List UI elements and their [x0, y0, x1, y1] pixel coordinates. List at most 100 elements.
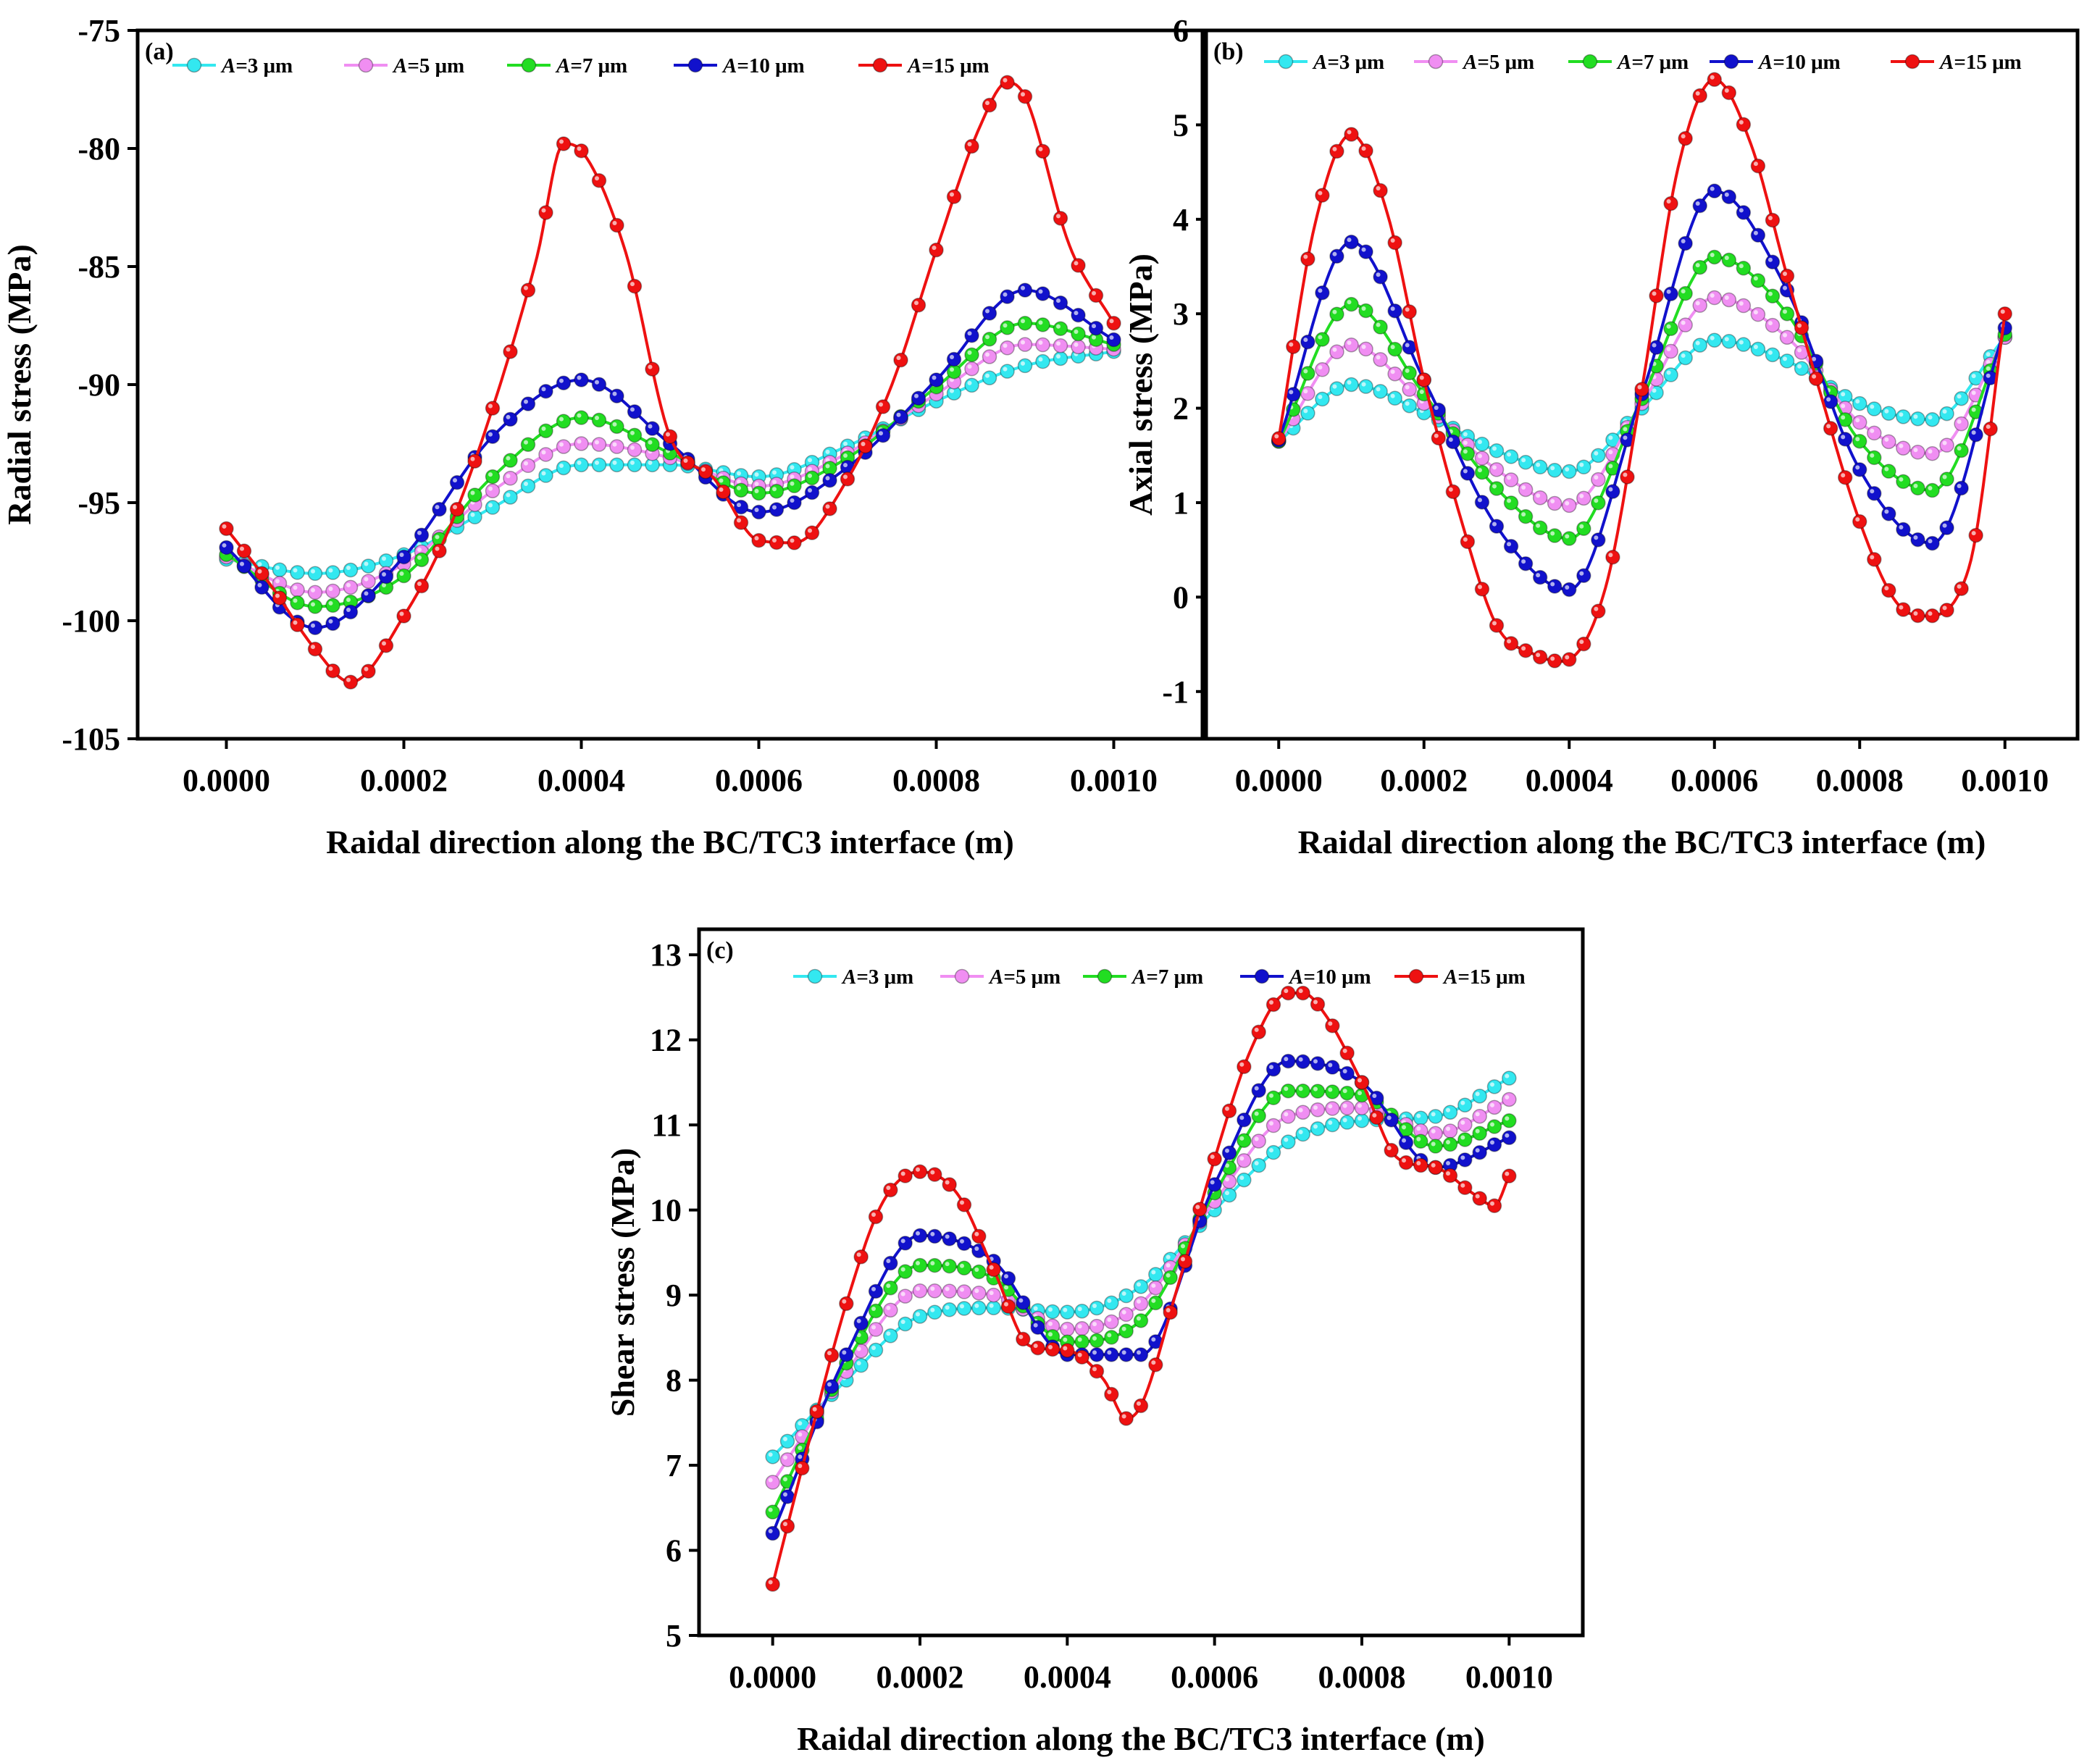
data-point-highlight: [1313, 1086, 1318, 1091]
data-point-highlight: [1056, 298, 1061, 303]
data-point: [853, 1249, 869, 1265]
data-point: [893, 409, 908, 425]
data-point-highlight: [967, 331, 972, 336]
data-point-highlight: [1855, 399, 1860, 404]
legend-label: A=10 μm: [721, 54, 805, 77]
data-point: [1939, 406, 1954, 422]
data-point-highlight: [967, 380, 972, 385]
data-point-highlight: [1475, 1194, 1480, 1199]
data-point-highlight: [524, 440, 528, 445]
legend-label-value: =3 μm: [235, 54, 293, 77]
data-point-highlight: [1870, 555, 1875, 560]
data-point: [520, 282, 536, 298]
data-point: [853, 1315, 869, 1331]
data-point: [1133, 1296, 1149, 1312]
data-point: [556, 136, 572, 151]
data-point-highlight: [1107, 1298, 1112, 1303]
data-point: [325, 616, 340, 632]
data-point-highlight: [790, 481, 795, 486]
data-point: [1000, 340, 1015, 356]
data-point: [1939, 603, 1954, 618]
data-point: [503, 453, 518, 468]
data-point: [1118, 1323, 1134, 1338]
data-point-highlight: [1298, 1086, 1303, 1091]
data-point-highlight: [914, 393, 919, 398]
y-tick-label: 4: [1173, 202, 1189, 238]
data-point-highlight: [1913, 535, 1918, 540]
data-point: [1562, 531, 1577, 546]
data-point: [1402, 398, 1417, 414]
data-point: [627, 404, 643, 419]
data-point-highlight: [559, 378, 564, 383]
x-tick-label: 0.0002: [877, 1659, 964, 1695]
data-point: [1472, 1126, 1487, 1141]
data-point: [1017, 337, 1033, 352]
data-point: [1387, 303, 1402, 319]
data-point: [1000, 289, 1015, 304]
data-point-highlight: [541, 471, 546, 476]
data-point-highlight: [1372, 1112, 1377, 1118]
data-point: [1750, 273, 1766, 288]
data-point: [1736, 298, 1752, 314]
data-point-highlight: [843, 463, 848, 468]
data-point-highlight: [1753, 162, 1758, 167]
data-point-highlight: [886, 1185, 891, 1190]
data-point: [1251, 1024, 1266, 1040]
data-point: [982, 332, 997, 347]
legend-marker: [1428, 54, 1444, 70]
data-point-highlight: [871, 1286, 876, 1291]
data-point-highlight: [1710, 75, 1715, 80]
data-point: [485, 483, 501, 498]
data-point-highlight: [1608, 464, 1613, 469]
data-point-highlight: [768, 1478, 773, 1483]
data-point: [1325, 1018, 1340, 1034]
data-point: [751, 485, 766, 501]
data-point-highlight: [1826, 424, 1831, 429]
legend: A=3 μm A=5 μm A=7 μm A=10 μm A=15 μm: [793, 965, 1526, 989]
data-point: [733, 482, 749, 498]
data-point: [956, 1236, 972, 1252]
data-point-highlight: [630, 407, 635, 412]
data-point: [1765, 254, 1781, 269]
data-point: [236, 543, 252, 558]
data-point: [824, 1379, 840, 1394]
data-point-highlight: [886, 1331, 891, 1336]
data-point: [971, 1264, 987, 1280]
data-point: [956, 1197, 972, 1212]
data-point-highlight: [1386, 1115, 1392, 1120]
data-point: [485, 469, 501, 485]
data-point-highlight: [382, 572, 386, 577]
data-point: [1329, 143, 1344, 159]
data-point: [520, 478, 536, 494]
data-point: [1325, 1060, 1340, 1075]
data-point-highlight: [1986, 373, 1991, 378]
data-point-highlight: [1986, 366, 1991, 371]
data-point: [971, 1228, 987, 1244]
legend-label: A=7 μm: [1131, 965, 1203, 989]
data-point-highlight: [1841, 473, 1846, 478]
data-point: [986, 1300, 1001, 1315]
data-point: [609, 457, 624, 473]
data-point: [503, 471, 518, 486]
data-point: [927, 1167, 942, 1182]
data-point-highlight: [843, 441, 848, 446]
data-point-highlight: [1405, 401, 1410, 406]
data-point-highlight: [1121, 1291, 1126, 1296]
data-point-highlight: [1048, 1344, 1053, 1349]
data-point: [219, 540, 234, 556]
data-point-highlight: [1550, 582, 1555, 587]
data-point: [1502, 1113, 1517, 1128]
data-point-highlight: [1579, 524, 1584, 529]
data-point: [1053, 338, 1068, 353]
data-point-highlight: [1166, 1254, 1171, 1260]
data-point: [1881, 582, 1896, 598]
data-point-highlight: [783, 1522, 787, 1527]
data-point: [645, 421, 660, 436]
data-point-highlight: [1797, 348, 1802, 353]
data-point-highlight: [737, 518, 741, 523]
data-point-highlight: [1957, 419, 1962, 424]
data-point-highlight: [1681, 353, 1686, 359]
data-point: [414, 527, 430, 542]
data-point: [1663, 343, 1678, 359]
data-point: [1750, 158, 1766, 174]
